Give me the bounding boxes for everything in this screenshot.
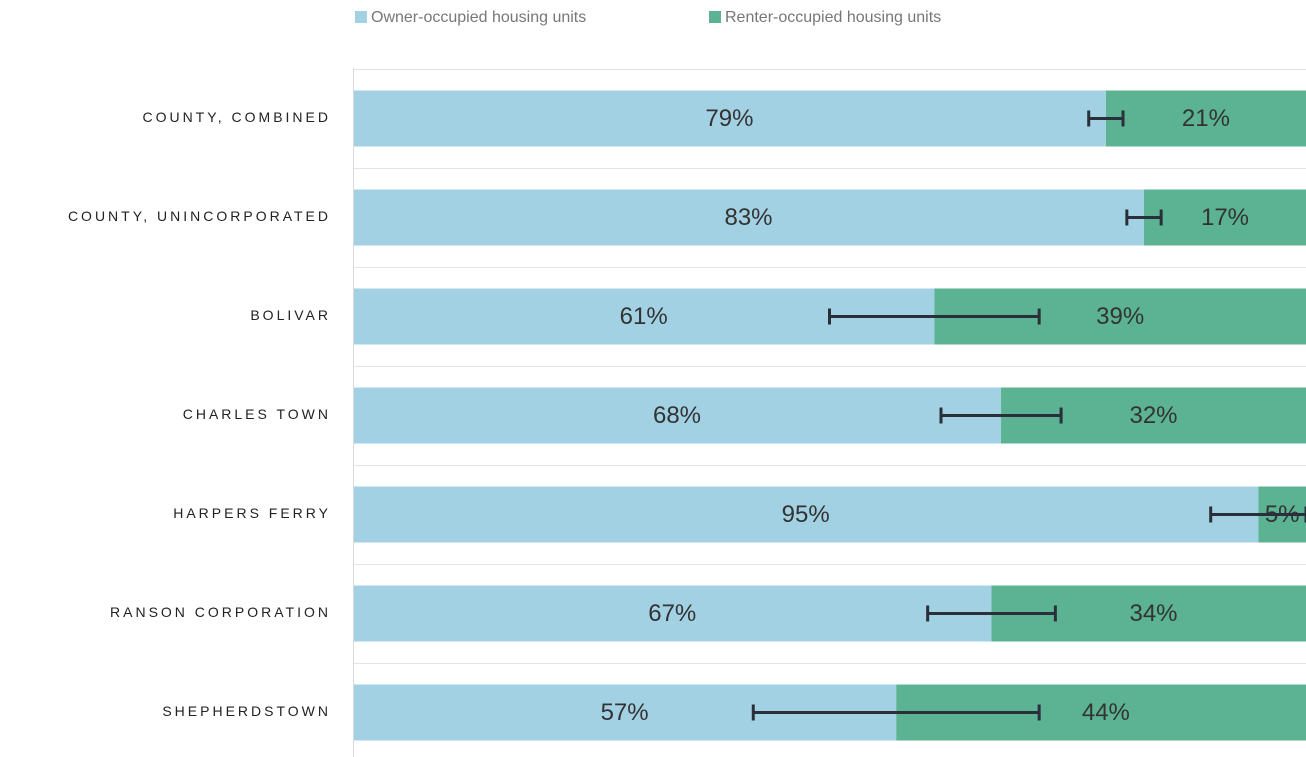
overlay: Owner-occupied housing units Renter-occup…	[68, 9, 941, 719]
value-label: 67%	[648, 600, 696, 627]
value-label: 95%	[782, 501, 830, 528]
value-label: 17%	[1201, 204, 1249, 231]
error-bar	[1209, 506, 1306, 523]
bar-segment	[353, 189, 1144, 246]
value-label: 44%	[1082, 699, 1130, 726]
error-bar	[1125, 209, 1163, 226]
legend-label: Owner-occupied housing units	[371, 9, 586, 26]
legend-label: Renter-occupied housing units	[725, 9, 941, 26]
bar-segment	[353, 387, 1002, 444]
value-label: 68%	[653, 402, 701, 429]
category-label: HARPERS FERRY	[173, 505, 331, 521]
legend-swatch	[355, 11, 367, 23]
error-bar	[828, 308, 1041, 325]
value-label: 61%	[620, 303, 668, 330]
category-label: RANSON CORPORATION	[110, 604, 331, 620]
bar-segment	[1105, 90, 1306, 147]
category-label: COUNTY, UNINCORPORATED	[68, 208, 331, 224]
bars: 79% 21%83% 17%61% 39%68% 32%95% 5%67% 34%57% 44…	[353, 90, 1306, 741]
bar-segment	[353, 585, 992, 642]
category-label: COUNTY, COMBINED	[142, 109, 331, 125]
category-label: SHEPHERDSTOWN	[162, 703, 331, 719]
grid	[353, 69, 1306, 664]
value-label: 83%	[724, 204, 772, 231]
value-label: 39%	[1096, 303, 1144, 330]
value-label: 34%	[1129, 600, 1177, 627]
error-bar	[926, 605, 1057, 622]
error-bar	[1087, 110, 1125, 127]
error-bar	[939, 407, 1063, 424]
category-label: CHARLES TOWN	[183, 406, 331, 422]
error-bar	[751, 704, 1041, 721]
value-label: 21%	[1182, 105, 1230, 132]
value-label: 57%	[601, 699, 649, 726]
value-label: 32%	[1129, 402, 1177, 429]
bar-segment	[1143, 189, 1306, 246]
bar-segment	[353, 486, 1259, 543]
value-label: 79%	[705, 105, 753, 132]
bar-segment	[353, 90, 1106, 147]
legend-swatch	[709, 11, 721, 23]
category-label: BOLIVAR	[250, 307, 331, 323]
